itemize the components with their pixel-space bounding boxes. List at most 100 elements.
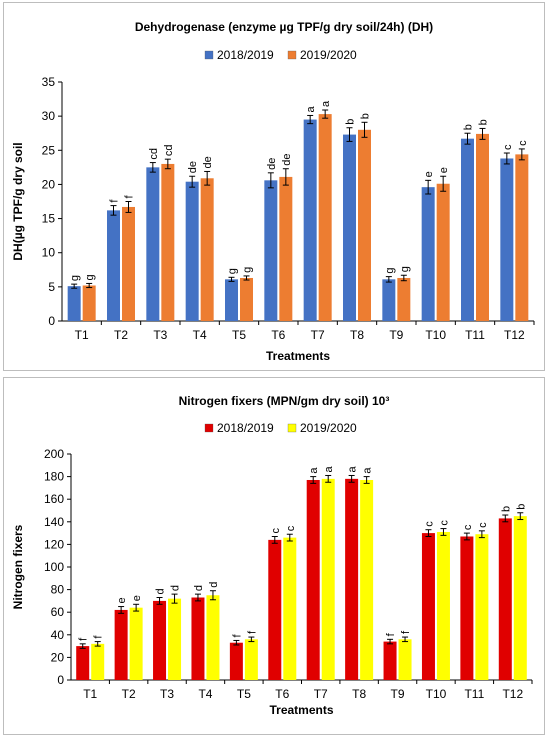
- x-tick-label: T1: [75, 328, 89, 342]
- bar-2018/2019-T6: [268, 539, 282, 680]
- significance-letter: g: [399, 266, 411, 272]
- significance-letter: b: [500, 506, 512, 512]
- legend-label-0: 2018/2019: [217, 48, 274, 62]
- significance-letter: f: [109, 199, 121, 203]
- y-tick-label: 20: [42, 177, 56, 191]
- significance-letter: b: [478, 119, 490, 125]
- bar-2018/2019-T7: [303, 119, 317, 321]
- nitrogen-fixers-chart-panel: Nitrogen fixers (MPN/gm dry soil) 10³ 201…: [3, 377, 545, 735]
- significance-letter: f: [93, 635, 105, 639]
- x-tick-label: T7: [314, 687, 328, 701]
- x-axis-label: Treatments: [269, 703, 333, 717]
- y-tick-label: 160: [44, 492, 64, 506]
- significance-letter: e: [438, 167, 450, 173]
- x-tick-label: T1: [83, 687, 97, 701]
- bar-2019/2020-T11: [475, 534, 489, 680]
- y-tick-label: 60: [51, 605, 65, 619]
- bar-2019/2020-T12: [515, 154, 529, 321]
- significance-letter: de: [202, 156, 214, 168]
- x-tick-label: T12: [504, 328, 525, 342]
- significance-letter: d: [155, 588, 167, 594]
- x-tick-label: T2: [114, 328, 128, 342]
- significance-letter: e: [116, 597, 128, 603]
- bar-2019/2020-T3: [168, 598, 182, 680]
- x-tick-label: T5: [232, 328, 246, 342]
- y-tick-label: 10: [42, 246, 56, 260]
- legend-swatch-1: [287, 423, 297, 433]
- x-tick-label: T8: [350, 328, 364, 342]
- bar-2019/2020-T7: [321, 478, 335, 680]
- significance-letter: c: [502, 144, 514, 150]
- legend-label-1: 2019/2020: [300, 48, 357, 62]
- bar-2019/2020-T6: [283, 537, 297, 680]
- bar-2019/2020-T1: [91, 643, 105, 680]
- bar-2019/2020-T8: [360, 479, 374, 680]
- significance-letter: g: [384, 267, 396, 273]
- significance-letter: d: [208, 582, 220, 588]
- significance-letter: de: [187, 161, 199, 173]
- y-tick-label: 0: [57, 673, 64, 687]
- significance-letter: a: [323, 465, 335, 472]
- y-tick-label: 140: [44, 515, 64, 529]
- x-tick-label: T12: [502, 687, 523, 701]
- bar-2018/2019-T3: [146, 167, 160, 321]
- significance-letter: c: [477, 522, 489, 528]
- chart-title: Nitrogen fixers (MPN/gm dry soil) 10³: [179, 394, 390, 408]
- significance-letter: c: [285, 525, 297, 531]
- bar-2018/2019-T3: [153, 600, 167, 680]
- bar-2018/2019-T12: [498, 518, 512, 680]
- legend-swatch-0: [204, 423, 214, 433]
- bar-2018/2019-T11: [460, 536, 474, 680]
- bar-2019/2020-T5: [244, 639, 258, 680]
- significance-letter: f: [246, 630, 258, 634]
- y-tick-label: 25: [42, 143, 56, 157]
- bar-2019/2020-T4: [206, 595, 220, 680]
- significance-letter: b: [345, 119, 357, 125]
- y-tick-label: 120: [44, 537, 64, 551]
- x-tick-label: T4: [198, 687, 212, 701]
- significance-letter: c: [438, 520, 450, 526]
- y-tick-label: 15: [42, 212, 56, 226]
- significance-letter: a: [347, 465, 359, 472]
- bar-2018/2019-T9: [382, 279, 396, 321]
- x-tick-label: T9: [389, 328, 403, 342]
- dehydrogenase-chart-panel: Dehydrogenase (enzyme µg TPF/g dry soil/…: [3, 2, 545, 371]
- significance-letter: f: [124, 195, 136, 199]
- bar-2018/2019-T4: [185, 181, 199, 321]
- significance-letter: f: [78, 637, 90, 641]
- bar-2018/2019-T5: [225, 279, 238, 321]
- x-tick-label: T8: [352, 687, 366, 701]
- significance-letter: e: [423, 171, 435, 177]
- legend-label-1: 2019/2020: [300, 421, 357, 435]
- bar-2018/2019-T5: [229, 642, 243, 680]
- x-tick-label: T11: [465, 328, 485, 342]
- significance-letter: g: [84, 274, 96, 280]
- x-tick-label: T10: [425, 328, 446, 342]
- significance-letter: g: [227, 268, 239, 274]
- chart-title: Dehydrogenase (enzyme µg TPF/g dry soil/…: [135, 20, 433, 34]
- significance-letter: g: [242, 267, 254, 273]
- significance-letter: d: [193, 585, 205, 591]
- bar-2019/2020-T10: [436, 183, 450, 321]
- legend-label-0: 2018/2019: [217, 421, 274, 435]
- y-tick-label: 20: [51, 650, 65, 664]
- nitrogen-fixers-chart: Nitrogen fixers (MPN/gm dry soil) 10³201…: [11, 394, 533, 717]
- x-tick-label: T10: [426, 687, 447, 701]
- x-tick-label: T5: [237, 687, 251, 701]
- significance-letter: cd: [163, 145, 175, 157]
- bar-2018/2019-T2: [107, 210, 120, 321]
- y-axis-label: Nitrogen fixers: [11, 524, 25, 609]
- significance-letter: b: [515, 504, 527, 510]
- bar-2019/2020-T11: [476, 133, 489, 321]
- significance-letter: c: [462, 524, 474, 530]
- bar-2018/2019-T10: [421, 533, 435, 680]
- bar-2019/2020-T9: [397, 277, 411, 321]
- y-tick-label: 80: [51, 583, 65, 597]
- x-tick-label: T3: [160, 687, 174, 701]
- x-tick-label: T4: [193, 328, 207, 342]
- significance-letter: de: [266, 158, 278, 170]
- significance-letter: a: [308, 467, 320, 474]
- x-tick-label: T6: [275, 687, 289, 701]
- bar-2018/2019-T1: [67, 286, 81, 321]
- y-tick-label: 5: [48, 280, 55, 294]
